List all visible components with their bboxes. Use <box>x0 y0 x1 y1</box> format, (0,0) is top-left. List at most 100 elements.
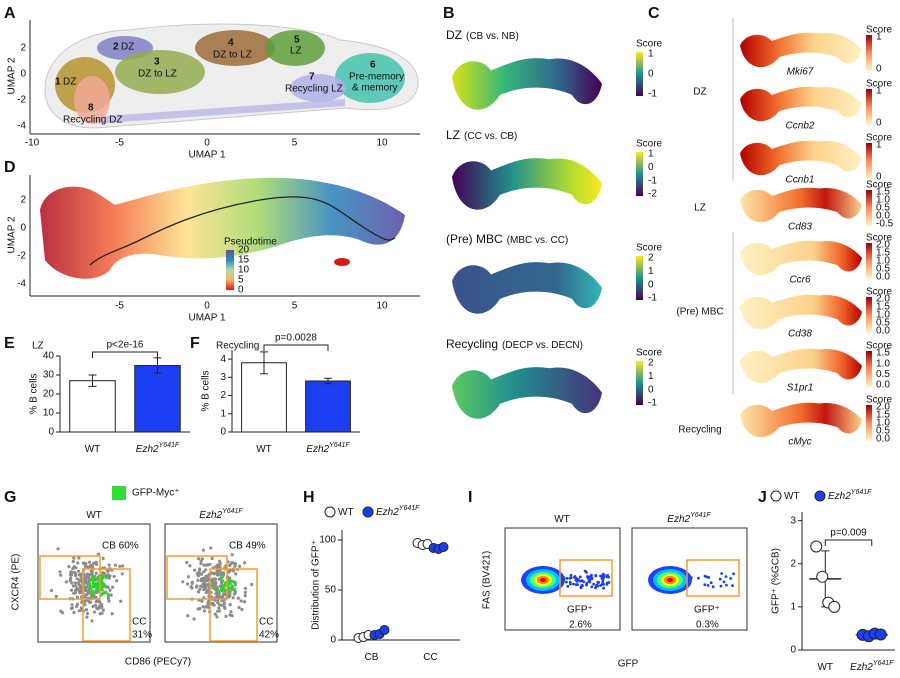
flow-event <box>85 572 89 576</box>
flow-event <box>232 592 236 596</box>
flow-event <box>69 573 73 577</box>
flow-event <box>67 565 71 569</box>
flow-event <box>89 600 93 604</box>
x-tick-label: CB <box>365 652 379 663</box>
flow-event <box>234 572 238 576</box>
scale-tick: -1 <box>648 175 657 186</box>
flow-event <box>243 561 247 565</box>
flow-event <box>93 603 97 607</box>
legend-label: Ezh2Y641F <box>828 489 872 502</box>
flow-event <box>206 574 210 578</box>
flow-event <box>722 580 726 584</box>
y-tick-label: 3 <box>790 515 796 526</box>
flow-event <box>190 581 194 586</box>
flow-event <box>199 562 203 566</box>
flow-event <box>236 596 240 600</box>
flow-event <box>592 582 596 586</box>
scale-tick: 0 <box>876 118 882 129</box>
flow-event <box>75 577 79 581</box>
map-title: Recycling (DECP vs. DECN) <box>446 337 583 351</box>
flow-event-gfp <box>217 590 221 594</box>
legend-title: Pseudotime <box>224 237 277 248</box>
scale-tick: 0 <box>648 69 654 80</box>
flow-event <box>574 583 578 586</box>
cluster-label: DZ to LZ <box>138 69 177 80</box>
y-tick-label: 100 <box>319 535 336 546</box>
legend-label: Ezh2Y641F <box>376 505 420 518</box>
umap-score <box>452 367 602 419</box>
flow-event <box>85 611 89 616</box>
plot-title: WT <box>86 510 102 521</box>
flow-event <box>113 563 117 567</box>
flow-event <box>70 581 74 585</box>
y-tick-label: 3 <box>220 372 226 383</box>
cluster-label: Recycling DZ <box>63 115 122 126</box>
flow-event <box>217 595 222 599</box>
flow-event <box>193 568 197 572</box>
gene-label: S1pr1 <box>787 383 814 394</box>
x-tick-label: -5 <box>115 301 124 312</box>
map-title-sub: (MBC vs. CC) <box>507 235 569 246</box>
flow-event <box>196 574 200 578</box>
flow-event <box>603 574 606 577</box>
cluster-label: LZ <box>290 46 302 57</box>
flow-event <box>230 553 234 557</box>
flow-event <box>119 599 123 603</box>
scale-title: Score <box>866 287 893 298</box>
x-tick-label: -10 <box>25 138 40 149</box>
flow-event <box>729 577 733 580</box>
y-tick-label: 1 <box>790 602 796 613</box>
x-tick-label: WT <box>817 662 833 673</box>
flow-event <box>201 605 205 609</box>
flow-event-gfp <box>91 591 95 595</box>
flow-event <box>607 581 611 584</box>
scale-tick: 1.5 <box>876 187 890 198</box>
flow-event <box>572 582 575 586</box>
map-title-main: LZ <box>446 128 460 142</box>
flow-event <box>79 585 83 589</box>
y-tick-label: 2 <box>20 195 26 206</box>
bar <box>305 380 351 433</box>
cluster-label: DZ <box>121 42 134 53</box>
y-tick-label: 0 <box>790 645 796 656</box>
flow-event <box>84 577 88 581</box>
flow-event <box>724 575 728 578</box>
y-tick-label: 4 <box>220 354 226 365</box>
flow-event-gfp <box>87 582 91 586</box>
flow-event-gfp <box>220 588 224 592</box>
colorbar <box>866 405 872 441</box>
scale-tick: 2.0 <box>876 294 890 305</box>
gate-label: CB 60% <box>102 541 139 552</box>
flow-event <box>77 589 82 593</box>
scale-tick: 1.5 <box>876 248 890 259</box>
significance-bracket <box>824 539 873 546</box>
flow-event <box>192 617 196 621</box>
y-tick-label: 50 <box>325 585 337 596</box>
flow-event <box>98 600 102 604</box>
flow-event <box>83 581 87 585</box>
scale-tick: 0.0 <box>876 380 890 391</box>
gate-label: GFP⁺ <box>567 605 593 616</box>
flow-event <box>94 571 98 575</box>
colorbar <box>866 297 872 333</box>
flow-event-gfp <box>100 578 104 582</box>
panel-letter: C <box>648 5 660 22</box>
dot <box>379 625 390 635</box>
y-tick-label: 2 <box>220 390 226 401</box>
flow-event <box>199 584 203 588</box>
flow-event <box>703 583 707 587</box>
flow-event <box>605 582 609 586</box>
plot-title-base: WT <box>554 514 570 525</box>
cluster-number: 8 <box>88 103 94 114</box>
flow-event <box>588 578 592 582</box>
flow-event <box>580 583 584 587</box>
flow-event <box>85 615 89 619</box>
panel-letter: B <box>443 5 455 22</box>
dot <box>438 542 449 552</box>
flow-event <box>243 594 247 598</box>
scale-tick: 1 <box>876 140 882 151</box>
scale-tick: 1.5 <box>876 348 890 359</box>
scale-tick: 1 <box>876 86 882 97</box>
gate <box>559 559 613 597</box>
x-tick-label: 5 <box>292 138 298 149</box>
